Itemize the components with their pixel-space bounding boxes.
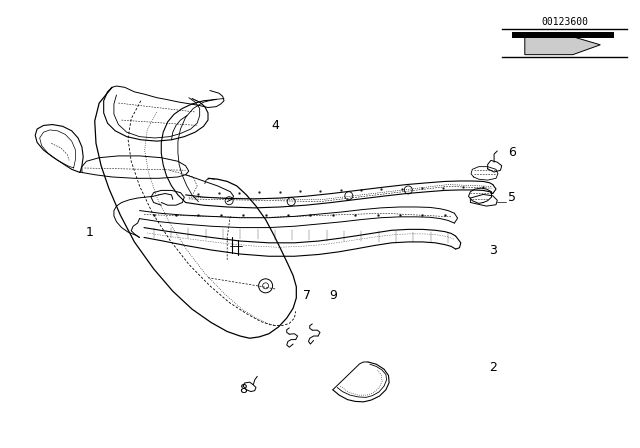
Text: 6: 6 (508, 146, 516, 159)
Text: 00123600: 00123600 (541, 17, 588, 27)
Polygon shape (525, 37, 600, 55)
Text: 4: 4 (271, 119, 279, 132)
Polygon shape (512, 32, 614, 38)
Text: 3: 3 (489, 244, 497, 258)
Text: 1: 1 (86, 226, 93, 240)
Text: 9: 9 (329, 289, 337, 302)
Text: 8: 8 (239, 383, 247, 396)
Text: 5: 5 (508, 190, 516, 204)
Text: 7: 7 (303, 289, 311, 302)
Text: 2: 2 (489, 361, 497, 374)
